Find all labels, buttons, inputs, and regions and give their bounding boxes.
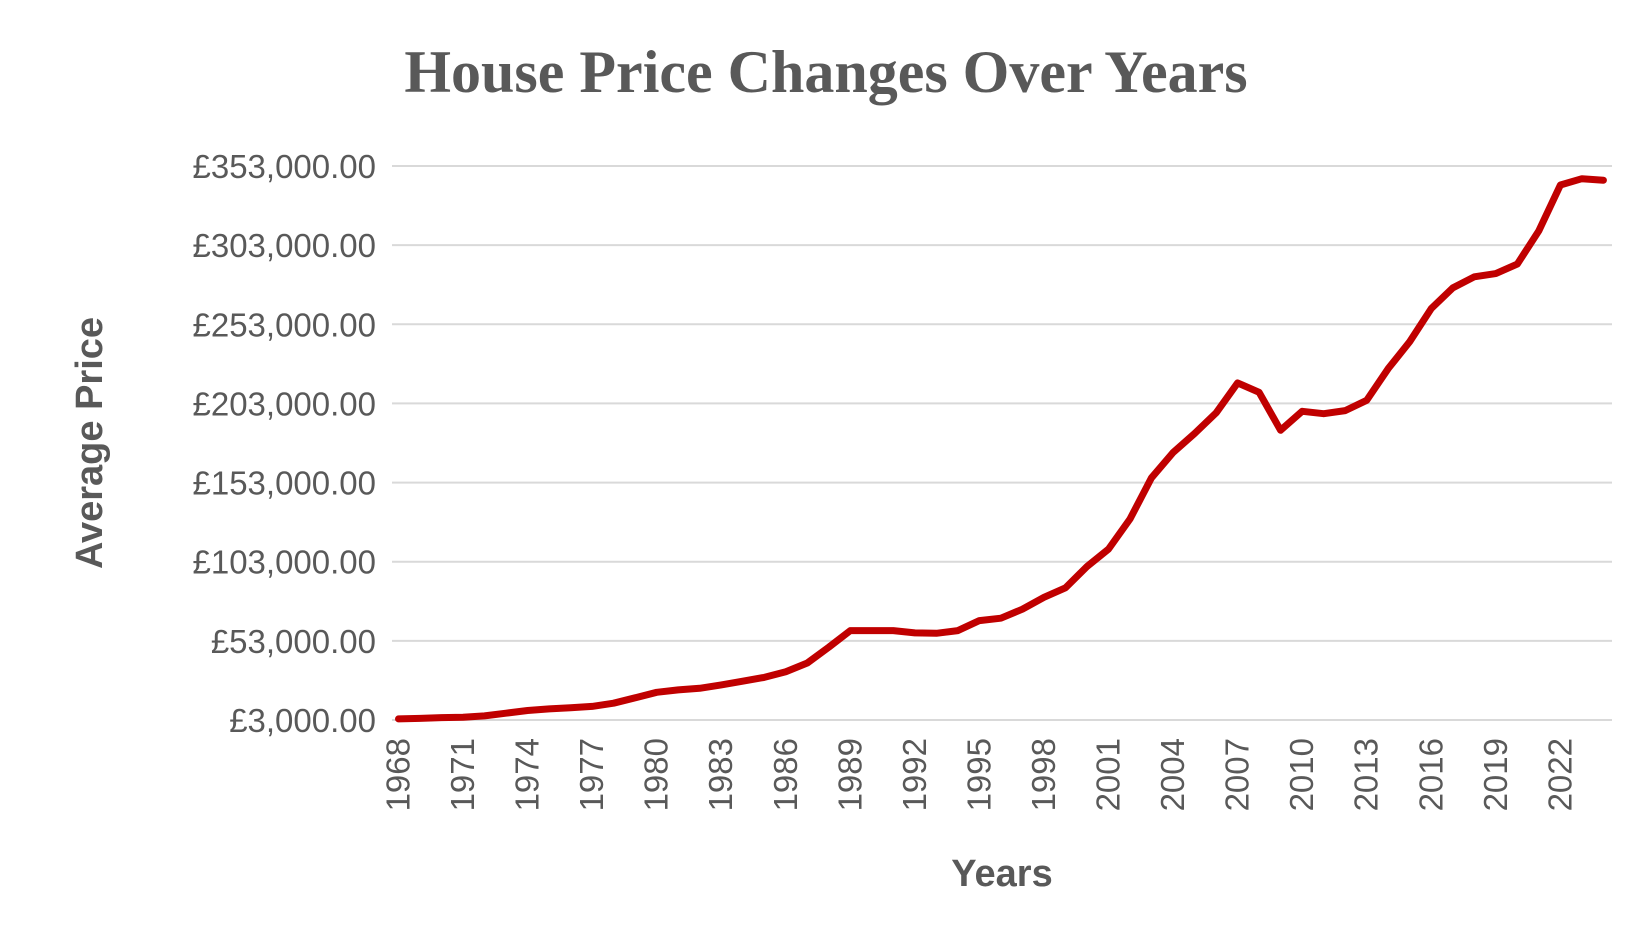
y-tick-label: £253,000.00 — [192, 306, 376, 343]
y-tick-label: £153,000.00 — [192, 465, 376, 502]
x-tick-label: 1983 — [702, 738, 739, 811]
x-tick-label: 1980 — [638, 738, 675, 811]
x-tick-label: 1998 — [1025, 738, 1062, 811]
x-tick-label: 2016 — [1412, 738, 1449, 811]
x-tick-label: 1986 — [767, 738, 804, 811]
y-tick-label: £353,000.00 — [192, 148, 376, 185]
y-axis-tick-labels: £3,000.00 £53,000.00 £103,000.00 £153,000.0… — [192, 148, 376, 739]
x-tick-label: 1992 — [896, 738, 933, 811]
chart-title: House Price Changes Over Years — [404, 39, 1248, 105]
gridlines — [392, 165, 1612, 721]
x-tick-label: 1989 — [831, 738, 868, 811]
x-axis-tick-labels: 1968 1971 1974 1977 1980 1983 1986 1989 1992 1995… — [379, 738, 1578, 811]
x-tick-label: 2019 — [1477, 738, 1514, 811]
x-tick-label: 2007 — [1219, 738, 1256, 811]
x-tick-label: 2013 — [1348, 738, 1385, 811]
series-line-average-price — [395, 175, 1607, 723]
x-tick-label: 2010 — [1283, 738, 1320, 811]
y-tick-label: £103,000.00 — [192, 544, 376, 581]
y-axis-title: Average Price — [69, 317, 111, 569]
x-tick-label: 1995 — [960, 738, 997, 811]
x-tick-label: 2022 — [1541, 738, 1578, 811]
x-tick-label: 2004 — [1154, 738, 1191, 811]
y-tick-label: £203,000.00 — [192, 385, 376, 422]
x-tick-label: 1971 — [444, 738, 481, 811]
x-tick-label: 2001 — [1090, 738, 1127, 811]
x-tick-label: 1968 — [379, 738, 416, 811]
x-tick-label: 1977 — [573, 738, 610, 811]
x-tick-label: 1974 — [509, 738, 546, 811]
series-layer — [395, 175, 1607, 723]
y-tick-label: £3,000.00 — [229, 702, 376, 739]
x-axis-title: Years — [951, 853, 1052, 895]
y-tick-label: £53,000.00 — [211, 623, 376, 660]
y-tick-label: £303,000.00 — [192, 227, 376, 264]
